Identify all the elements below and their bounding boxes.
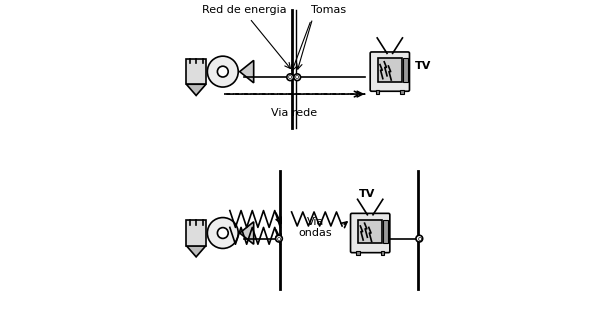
Text: o: o	[277, 236, 281, 242]
Bar	[378, 58, 401, 82]
Circle shape	[287, 74, 293, 80]
Text: TV: TV	[359, 189, 376, 199]
Circle shape	[217, 228, 228, 239]
Circle shape	[294, 74, 301, 80]
Text: o: o	[288, 74, 292, 80]
Polygon shape	[187, 84, 206, 95]
Bar	[187, 220, 206, 246]
Bar	[356, 251, 359, 255]
Bar	[358, 220, 382, 244]
FancyBboxPatch shape	[350, 213, 390, 253]
Circle shape	[208, 218, 238, 249]
Text: Via rede: Via rede	[271, 108, 317, 118]
Polygon shape	[239, 60, 254, 83]
Text: Via
ondas: Via ondas	[299, 217, 332, 238]
Polygon shape	[239, 222, 254, 244]
Bar	[400, 90, 404, 94]
Text: Red de energia: Red de energia	[202, 5, 286, 15]
Bar	[383, 220, 388, 244]
Text: Tomas: Tomas	[311, 5, 346, 15]
Circle shape	[217, 66, 228, 77]
Text: o: o	[417, 236, 421, 242]
Circle shape	[275, 235, 283, 242]
Polygon shape	[187, 246, 206, 257]
Circle shape	[416, 235, 422, 242]
Circle shape	[208, 56, 238, 87]
Bar	[380, 251, 384, 255]
FancyBboxPatch shape	[370, 52, 409, 91]
Bar	[187, 59, 206, 84]
Bar	[376, 90, 379, 94]
Bar	[403, 58, 408, 82]
Text: o: o	[295, 74, 299, 80]
Text: TV: TV	[415, 61, 431, 71]
